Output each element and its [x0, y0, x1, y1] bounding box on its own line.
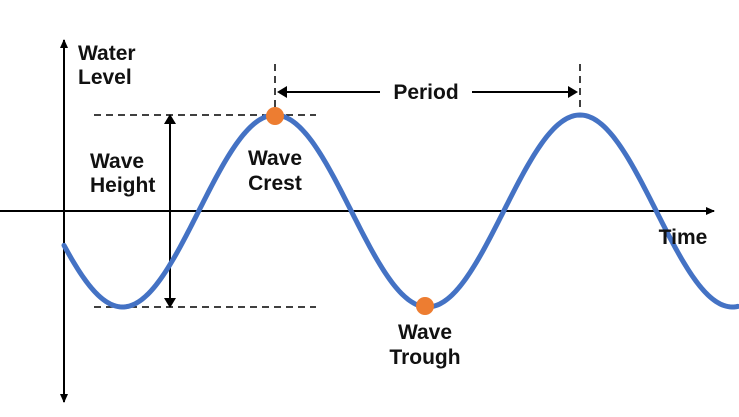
wave-height-label-line1: Wave [90, 150, 144, 173]
crest-label-line1: Wave [248, 147, 302, 170]
crest-label-line2: Crest [248, 172, 302, 195]
y-axis-label-line1: Water [78, 42, 136, 65]
crest-marker [266, 107, 284, 125]
y-axis-label-line2: Level [78, 66, 132, 89]
wave-height-arrow-top [164, 114, 176, 124]
trough-label-line2: Trough [389, 346, 460, 369]
wave-height-arrow-bottom [164, 298, 176, 308]
period-label: Period [393, 81, 458, 104]
x-axis-label: Time [659, 226, 708, 249]
wave-curve [61, 112, 739, 310]
period-arrow-left-head [277, 86, 287, 98]
trough-label-line1: Wave [398, 321, 452, 344]
wave-height-label-line2: Height [90, 174, 155, 197]
trough-marker [416, 297, 434, 315]
period-arrow-right-head [568, 86, 578, 98]
